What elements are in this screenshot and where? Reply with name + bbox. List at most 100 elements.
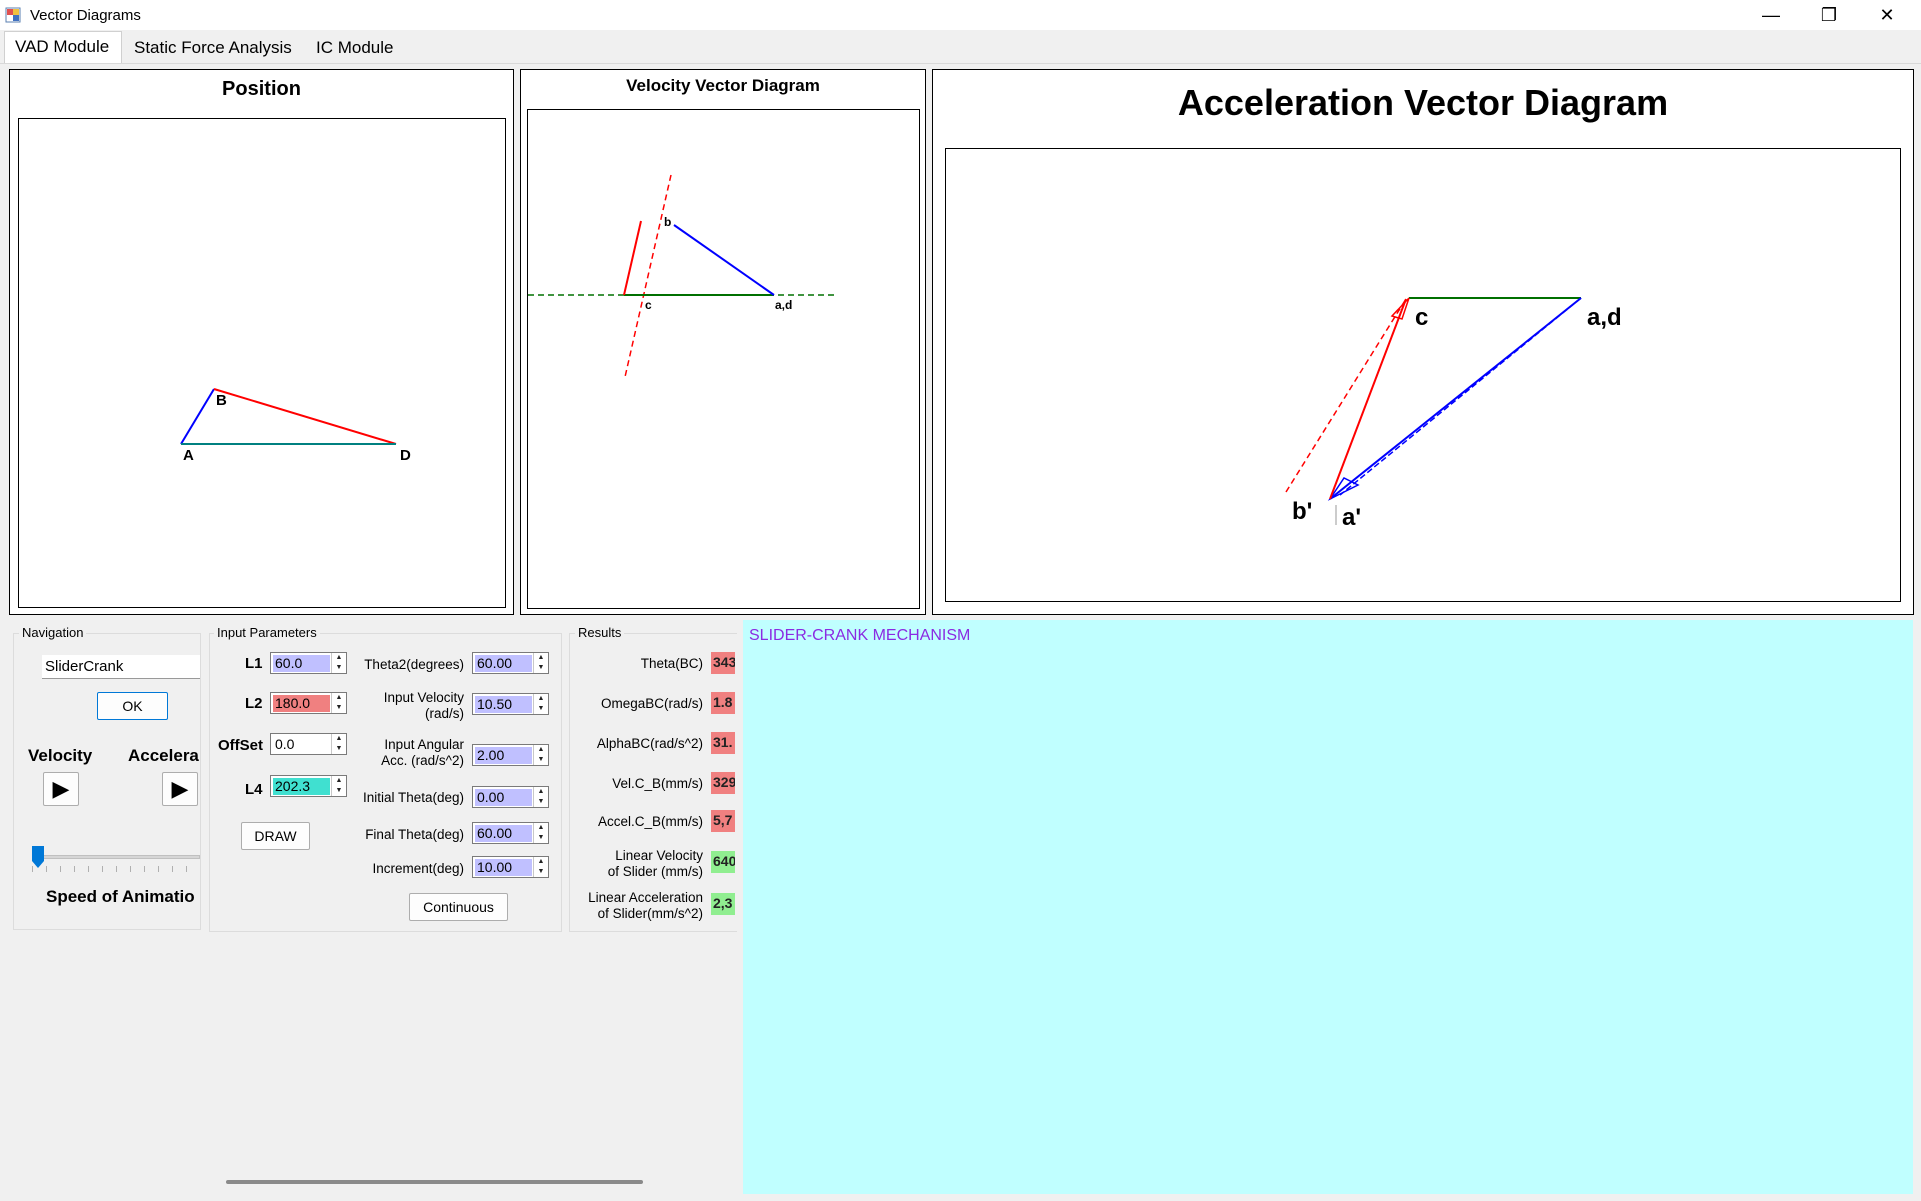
l2-label: L2 (245, 695, 263, 712)
acc-c-arrowhead (1390, 297, 1410, 320)
theta-bc-label: Theta(BC) (640, 656, 703, 671)
play-icon: ▶ (171, 776, 189, 801)
increment-input[interactable]: 10.00 ▲ ▼ (472, 856, 549, 878)
input-velocity-label: Input Velocity (rad/s) (383, 690, 464, 721)
theta2-input[interactable]: 60.00 ▲ ▼ (472, 652, 549, 674)
close-icon: ✕ (1879, 4, 1895, 25)
final-theta-input[interactable]: 60.00 ▲ ▼ (472, 822, 549, 844)
acceleration-play-button[interactable]: ▶ (162, 772, 198, 806)
info-heading: SLIDER-CRANK MECHANISM (749, 627, 971, 644)
input-acc-spinner[interactable]: ▲ ▼ (533, 745, 548, 765)
input-acc-label: Input Angular Acc. (rad/s^2) (381, 737, 464, 768)
acceleration-diagram: c a,d b' a' (1285, 297, 1622, 531)
l1-input[interactable]: 60.0 ▲ ▼ (270, 652, 347, 674)
linear-velocity-value: 640 (711, 851, 735, 873)
vel-c-label: c (645, 298, 652, 312)
speed-slider-ticks (32, 866, 200, 872)
offset-spinner[interactable]: ▲ ▼ (331, 734, 346, 754)
acceleration-canvas: c a,d b' a' (945, 148, 1901, 602)
velocity-play-button[interactable]: ▶ (43, 772, 79, 806)
initial-theta-input[interactable]: 0.00 ▲ ▼ (472, 786, 549, 808)
initial-theta-spinner[interactable]: ▲ ▼ (533, 787, 548, 807)
acc-b-prime-label: b' (1292, 498, 1312, 525)
speed-slider-track[interactable] (32, 855, 200, 859)
results-label: Results (575, 625, 625, 640)
point-a-label: A (183, 447, 194, 464)
speed-label: Speed of Animatio (46, 887, 195, 906)
info-panel (743, 620, 1913, 1194)
results-group (569, 633, 737, 932)
position-diagram: B A D (180, 388, 411, 464)
play-icon: ▶ (52, 776, 70, 801)
input-parameters-group (209, 633, 562, 932)
offset-label: OffSet (218, 737, 263, 754)
offset-input[interactable]: 0.0 ▲ ▼ (270, 733, 347, 755)
l4-input[interactable]: 202.3 ▲ ▼ (270, 775, 347, 797)
mechanism-select[interactable]: SliderCrank (42, 655, 200, 679)
linear-acceleration-label: Linear Acceleration of Slider(mm/s^2) (588, 890, 703, 921)
acceleration-label: Accelera (128, 746, 199, 765)
acc-ad-label: a,d (1587, 304, 1622, 331)
l4-spinner[interactable]: ▲ ▼ (331, 776, 346, 796)
input-acc-input[interactable]: 2.00 ▲ ▼ (472, 744, 549, 766)
l4-label: L4 (245, 781, 263, 798)
acc-a-prime-label: a' (1342, 504, 1361, 531)
vel-b-label: b (664, 215, 671, 229)
acceleration-title: Acceleration Vector Diagram (1177, 82, 1669, 123)
increment-spinner[interactable]: ▲ ▼ (533, 857, 548, 877)
input-velocity-input[interactable]: 10.50 ▲ ▼ (472, 693, 549, 715)
title-bar (0, 0, 1921, 30)
crank-ab (180, 388, 215, 445)
acc-cb-vector (1329, 298, 1407, 500)
linear-acceleration-value: 2,3 (711, 893, 735, 915)
continuous-button[interactable]: Continuous (409, 893, 508, 921)
input-velocity-spinner[interactable]: ▲ ▼ (533, 694, 548, 714)
close-button[interactable]: ✕ (1858, 0, 1916, 30)
restore-icon: ❐ (1820, 4, 1838, 25)
tab-ic-module[interactable]: IC Module (316, 38, 394, 57)
alpha-bc-value: 31. (711, 732, 735, 754)
coupler-direction-line (624, 174, 672, 378)
position-title: Position (222, 78, 301, 100)
initial-theta-label: Initial Theta(deg) (362, 790, 464, 805)
vel-cb-value: 329 (711, 772, 735, 794)
velocity-title: Velocity Vector Diagram (626, 76, 820, 95)
tab-vad-module[interactable]: VAD Module (4, 31, 122, 63)
theta2-spinner[interactable]: ▲ ▼ (533, 653, 548, 673)
l1-label: L1 (245, 655, 263, 672)
theta-bc-value: 343 (711, 652, 735, 674)
speed-slider-thumb[interactable] (31, 845, 45, 869)
restore-button[interactable]: ❐ (1800, 0, 1858, 30)
vel-cb-vector (623, 220, 642, 296)
omega-bc-value: 1.8 (711, 692, 735, 714)
app-icon (5, 7, 21, 23)
acc-b-tangential (1339, 297, 1582, 496)
vel-b-vector (673, 224, 775, 296)
minimize-button[interactable]: — (1742, 0, 1800, 30)
ok-button[interactable]: OK (97, 692, 168, 720)
draw-button[interactable]: DRAW (241, 822, 310, 850)
final-theta-label: Final Theta(deg) (365, 827, 464, 842)
theta2-label: Theta2(degrees) (364, 657, 464, 672)
final-theta-spinner[interactable]: ▲ ▼ (533, 823, 548, 843)
minimize-icon: — (1762, 4, 1780, 25)
increment-label: Increment(deg) (372, 861, 464, 876)
l1-spinner[interactable]: ▲ ▼ (331, 653, 346, 673)
accel-cb-label: Accel.C_B(mm/s) (597, 814, 703, 829)
acc-b-arrowhead (1327, 477, 1360, 501)
l2-input[interactable]: 180.0 ▲ ▼ (270, 692, 347, 714)
velocity-canvas: b c a,d (527, 109, 920, 609)
point-d-label: D (400, 447, 411, 464)
l2-spinner[interactable]: ▲ ▼ (331, 693, 346, 713)
window-title: Vector Diagrams (30, 7, 141, 24)
omega-bc-label: OmegaBC(rad/s) (600, 696, 703, 711)
alpha-bc-label: AlphaBC(rad/s^2) (596, 736, 703, 751)
acc-c-label: c (1415, 304, 1428, 331)
linear-velocity-label: Linear Velocity of Slider (mm/s) (607, 848, 703, 879)
point-b-label: B (216, 392, 227, 409)
horizontal-scrollbar[interactable] (226, 1180, 643, 1184)
input-parameters-label: Input Parameters (214, 625, 320, 640)
accel-cb-value: 5,7 (711, 810, 735, 832)
acc-cb-component (1285, 298, 1407, 493)
tab-static-force-analysis[interactable]: Static Force Analysis (134, 38, 292, 57)
